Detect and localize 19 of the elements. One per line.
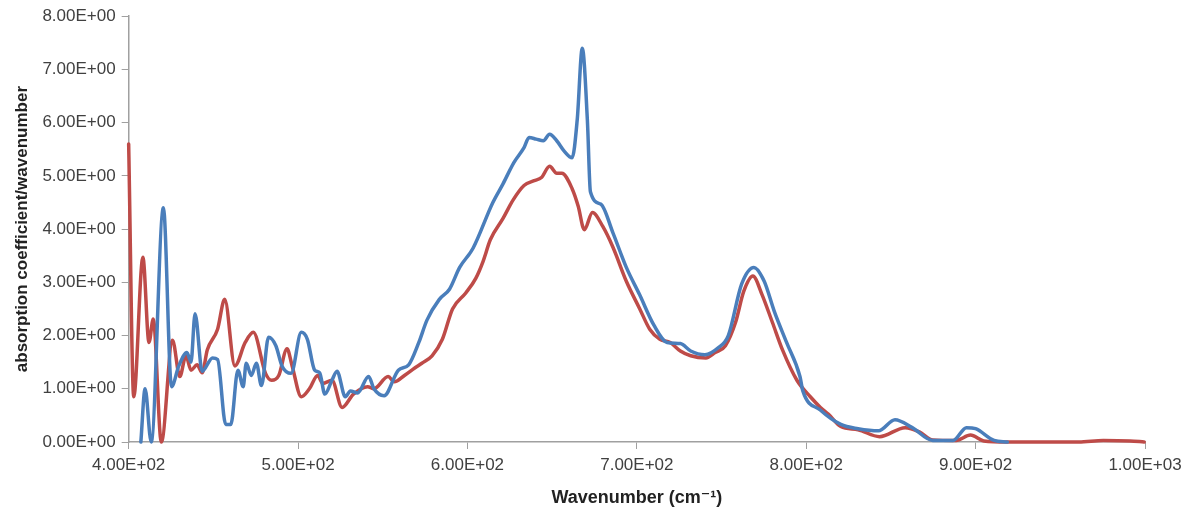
x-tick-label: 5.00E+02 xyxy=(261,454,335,474)
y-axis-title: absorption coefficient/wavenumber xyxy=(11,85,31,373)
x-tick-label: 6.00E+02 xyxy=(430,454,505,474)
y-tick-label: 8.00E+00 xyxy=(42,5,116,25)
y-tick-label: 1.00E+00 xyxy=(42,378,116,398)
y-tick-label: 2.00E+00 xyxy=(42,325,116,345)
x-tick-label: 1.00E+03 xyxy=(1108,454,1182,474)
x-tick-label: 7.00E+02 xyxy=(600,454,674,474)
y-tick-label: 0.00E+00 xyxy=(42,431,116,451)
y-tick-label: 6.00E+00 xyxy=(42,112,116,132)
y-tick-label: 3.00E+00 xyxy=(42,272,116,292)
x-axis-title: Wavenumber (cm⁻¹) xyxy=(551,487,723,508)
y-tick-label: 5.00E+00 xyxy=(42,165,116,185)
y-tick-label: 7.00E+00 xyxy=(42,59,116,79)
x-tick-label: 4.00E+02 xyxy=(92,454,166,474)
line-series xyxy=(139,46,1010,444)
x-tick-label: 9.00E+02 xyxy=(938,454,1013,474)
y-tick-label: 4.00E+00 xyxy=(42,218,116,238)
x-tick-label: 8.00E+02 xyxy=(769,454,843,474)
